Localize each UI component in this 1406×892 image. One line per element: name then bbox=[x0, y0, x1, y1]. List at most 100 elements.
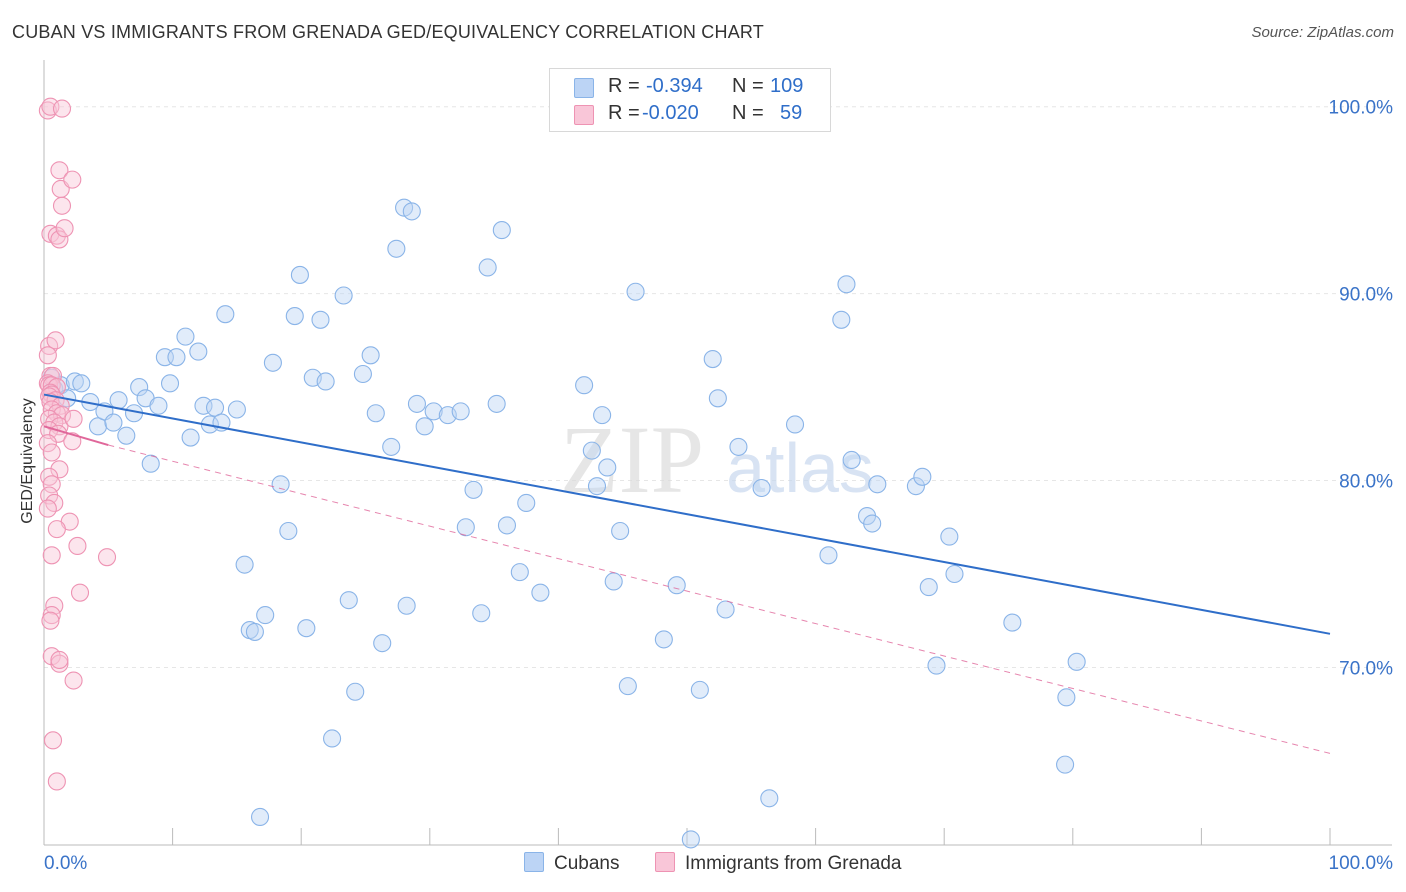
cubans-point bbox=[451, 402, 470, 421]
cubans-point bbox=[487, 394, 506, 413]
cubans-point bbox=[316, 372, 335, 391]
bottom-legend-grenada: Immigrants from Grenada bbox=[655, 852, 901, 875]
cubans-point bbox=[130, 378, 149, 397]
cubans-point bbox=[104, 413, 123, 432]
cubans-point bbox=[708, 389, 727, 408]
cubans-point bbox=[945, 564, 964, 584]
grenada-point bbox=[38, 499, 57, 518]
bottom-legend-cubans: Cubans bbox=[524, 852, 620, 875]
legend-r-value-cubans: -0.394 bbox=[646, 75, 703, 97]
x-tick-label-left: 0.0% bbox=[44, 853, 87, 874]
cubans-point bbox=[245, 622, 264, 641]
cubans-point bbox=[279, 521, 298, 541]
cubans-point bbox=[141, 454, 160, 473]
cubans-point bbox=[407, 394, 426, 413]
cubans-point bbox=[927, 656, 946, 675]
cubans-point bbox=[478, 258, 497, 277]
grenada-point bbox=[42, 443, 61, 462]
y-axis-label: GED/Equivalency bbox=[19, 398, 36, 524]
cubans-point bbox=[752, 478, 771, 498]
cubans-trend-line bbox=[43, 393, 1331, 635]
cubans-point bbox=[1003, 613, 1022, 632]
grenada-point bbox=[64, 409, 83, 428]
cubans-point bbox=[194, 396, 213, 415]
cubans-point bbox=[497, 516, 517, 535]
axes bbox=[43, 60, 1392, 846]
watermark-zip: ZIP bbox=[560, 406, 704, 513]
cubans-point bbox=[832, 310, 851, 329]
cubans-point bbox=[863, 514, 882, 533]
grenada-point bbox=[52, 99, 72, 118]
cubans-point bbox=[510, 563, 529, 582]
x-tick-label-right: 100.0% bbox=[1329, 853, 1394, 874]
cubans-point bbox=[517, 493, 536, 513]
legend-swatch-grenada bbox=[574, 105, 594, 125]
data-points bbox=[38, 97, 1086, 849]
grenada-point bbox=[41, 611, 60, 630]
cubans-point bbox=[618, 677, 637, 696]
cubans-point bbox=[472, 604, 491, 623]
cubans-point bbox=[373, 634, 392, 653]
cubans-point bbox=[353, 364, 372, 384]
cubans-point bbox=[654, 630, 673, 649]
grenada-point bbox=[50, 230, 69, 249]
trend-lines bbox=[43, 393, 1331, 754]
grenada-point bbox=[38, 434, 57, 453]
cubans-point bbox=[311, 310, 330, 329]
cubans-point bbox=[842, 450, 861, 470]
cubans-point bbox=[424, 402, 443, 421]
cubans-point bbox=[205, 398, 225, 417]
cubans-point bbox=[235, 555, 254, 574]
legend-n-value-grenada: 59 bbox=[780, 102, 803, 124]
cubans-point bbox=[919, 578, 938, 597]
cubans-point bbox=[227, 400, 246, 419]
legend-r-label: R = bbox=[608, 75, 640, 97]
cubans-point bbox=[189, 342, 208, 361]
grenada-point bbox=[47, 772, 66, 791]
grenada-point bbox=[68, 536, 87, 556]
legend-box: R = -0.394 N = 109 R = -0.020 N = 59 bbox=[549, 68, 831, 132]
cubans-point bbox=[263, 353, 282, 372]
chart-title: CUBAN VS IMMIGRANTS FROM GRENADA GED/EQU… bbox=[12, 22, 764, 42]
cubans-point bbox=[117, 426, 136, 445]
cubans-point bbox=[703, 349, 722, 369]
cubans-point bbox=[913, 467, 932, 486]
cubans-point bbox=[256, 606, 275, 625]
grenada-point bbox=[63, 432, 82, 451]
cubans-point bbox=[593, 406, 612, 425]
grenada-point bbox=[42, 546, 61, 565]
grenada-point bbox=[50, 650, 69, 670]
grenada-point bbox=[63, 170, 82, 189]
cubans-point bbox=[297, 619, 316, 638]
cubans-point bbox=[729, 437, 748, 456]
cubans-point bbox=[149, 396, 168, 415]
grenada-point bbox=[97, 548, 117, 567]
cubans-point bbox=[575, 376, 594, 395]
cubans-point bbox=[906, 477, 925, 496]
cubans-point bbox=[1067, 652, 1086, 671]
cubans-point bbox=[415, 417, 434, 436]
bottom-legend-label-grenada: Immigrants from Grenada bbox=[685, 853, 902, 874]
cubans-point bbox=[216, 305, 235, 324]
cubans-point bbox=[382, 437, 401, 456]
cubans-point bbox=[785, 415, 805, 434]
cubans-point bbox=[531, 583, 550, 602]
cubans-point bbox=[339, 591, 358, 610]
grenada-point bbox=[64, 671, 83, 690]
cubans-point bbox=[456, 518, 475, 537]
cubans-point bbox=[290, 265, 309, 284]
legend-r-label: R = bbox=[608, 102, 640, 124]
cubans-point bbox=[88, 417, 108, 436]
legend-swatch-cubans bbox=[574, 78, 594, 98]
cubans-point bbox=[837, 275, 856, 294]
grenada-point bbox=[47, 520, 66, 539]
grenada-point bbox=[50, 460, 69, 479]
cubans-point bbox=[346, 682, 365, 701]
grenada-point bbox=[55, 219, 74, 238]
y-tick-label: 100.0% bbox=[1329, 98, 1394, 119]
cubans-point bbox=[323, 729, 342, 748]
cubans-point bbox=[604, 572, 623, 591]
grenada-point bbox=[40, 467, 59, 486]
grenada-point bbox=[42, 475, 61, 494]
